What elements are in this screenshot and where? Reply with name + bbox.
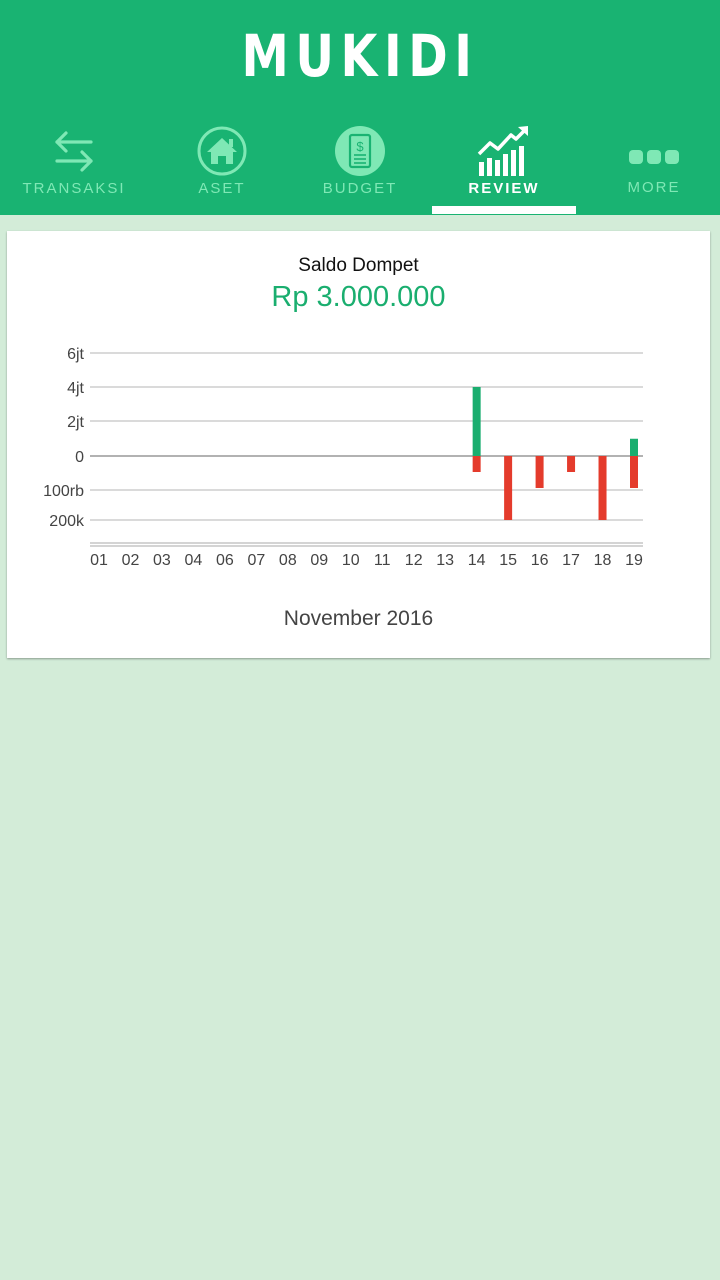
- x-tick-label: 15: [499, 552, 517, 569]
- tab-label: ASET: [198, 180, 246, 197]
- tab-review[interactable]: REVIEW: [432, 120, 576, 215]
- x-tick-label: 06: [216, 552, 234, 569]
- tab-more[interactable]: MORE: [582, 120, 720, 215]
- x-tick-label: 16: [531, 552, 549, 569]
- y-tick-label: 200k: [49, 513, 85, 530]
- tab-label: TRANSAKSI: [22, 180, 126, 197]
- y-tick-label: 6jt: [67, 346, 84, 363]
- tab-budget[interactable]: $ BUDGET: [288, 120, 432, 215]
- svg-text:$: $: [356, 139, 364, 154]
- bar-negative: [630, 456, 638, 488]
- x-tick-label: 07: [247, 552, 265, 569]
- tab-label: REVIEW: [468, 180, 540, 197]
- bar-positive: [472, 387, 481, 456]
- tab-label: BUDGET: [322, 180, 398, 197]
- budget-dollar-icon: $: [335, 126, 385, 176]
- x-tick-label: 19: [625, 552, 643, 569]
- more-dots-icon: [629, 150, 679, 164]
- card-title: Saldo Dompet: [298, 255, 419, 276]
- x-tick-label: 10: [342, 552, 360, 569]
- wallet-balance-card: Saldo Dompet Rp 3.000.000 6jt 4jt 2jt 0 100r…: [7, 231, 710, 658]
- tab-transaksi[interactable]: TRANSAKSI: [2, 120, 146, 215]
- x-tick-label: 13: [436, 552, 454, 569]
- x-tick-label: 18: [594, 552, 612, 569]
- x-tick-label: 17: [562, 552, 580, 569]
- tab-aset[interactable]: ASET: [150, 120, 294, 215]
- chart-month-label: November 2016: [283, 607, 434, 630]
- x-tick-label: 12: [405, 552, 423, 569]
- trend-chart-icon: [477, 126, 528, 176]
- x-tick-label: 01: [90, 552, 108, 569]
- y-tick-label: 4jt: [67, 380, 84, 397]
- x-tick-label: 04: [185, 552, 203, 569]
- active-tab-indicator: [432, 206, 576, 214]
- app-title: MUKIDI: [241, 22, 479, 90]
- bar-negative: [472, 456, 481, 472]
- y-tick-label: 2jt: [67, 414, 84, 431]
- bar-negative: [567, 456, 576, 472]
- tab-label: MORE: [627, 179, 681, 196]
- bar-negative: [504, 456, 513, 520]
- x-tick-label: 11: [374, 552, 391, 569]
- x-tick-label: 14: [468, 552, 486, 569]
- y-tick-label: 100rb: [43, 483, 84, 500]
- bar-negative: [598, 456, 607, 520]
- x-tick-label: 02: [122, 552, 140, 569]
- app-header: MUKIDI TRANSAKSI ASET $ BUDG: [0, 0, 720, 215]
- transfer-arrows-icon: [55, 131, 93, 172]
- x-tick-label: 03: [153, 552, 171, 569]
- house-icon: [197, 126, 247, 176]
- balance-amount: Rp 3.000.000: [271, 281, 446, 313]
- balance-bar-chart: 6jt 4jt 2jt 0 100rb 200k 01 02 03 04 06 07 08 09 10 11 1…: [43, 346, 643, 569]
- bar-positive: [630, 438, 638, 456]
- x-tick-label: 09: [310, 552, 328, 569]
- y-tick-label: 0: [75, 449, 84, 466]
- x-tick-label: 08: [279, 552, 297, 569]
- bar-negative: [535, 456, 544, 488]
